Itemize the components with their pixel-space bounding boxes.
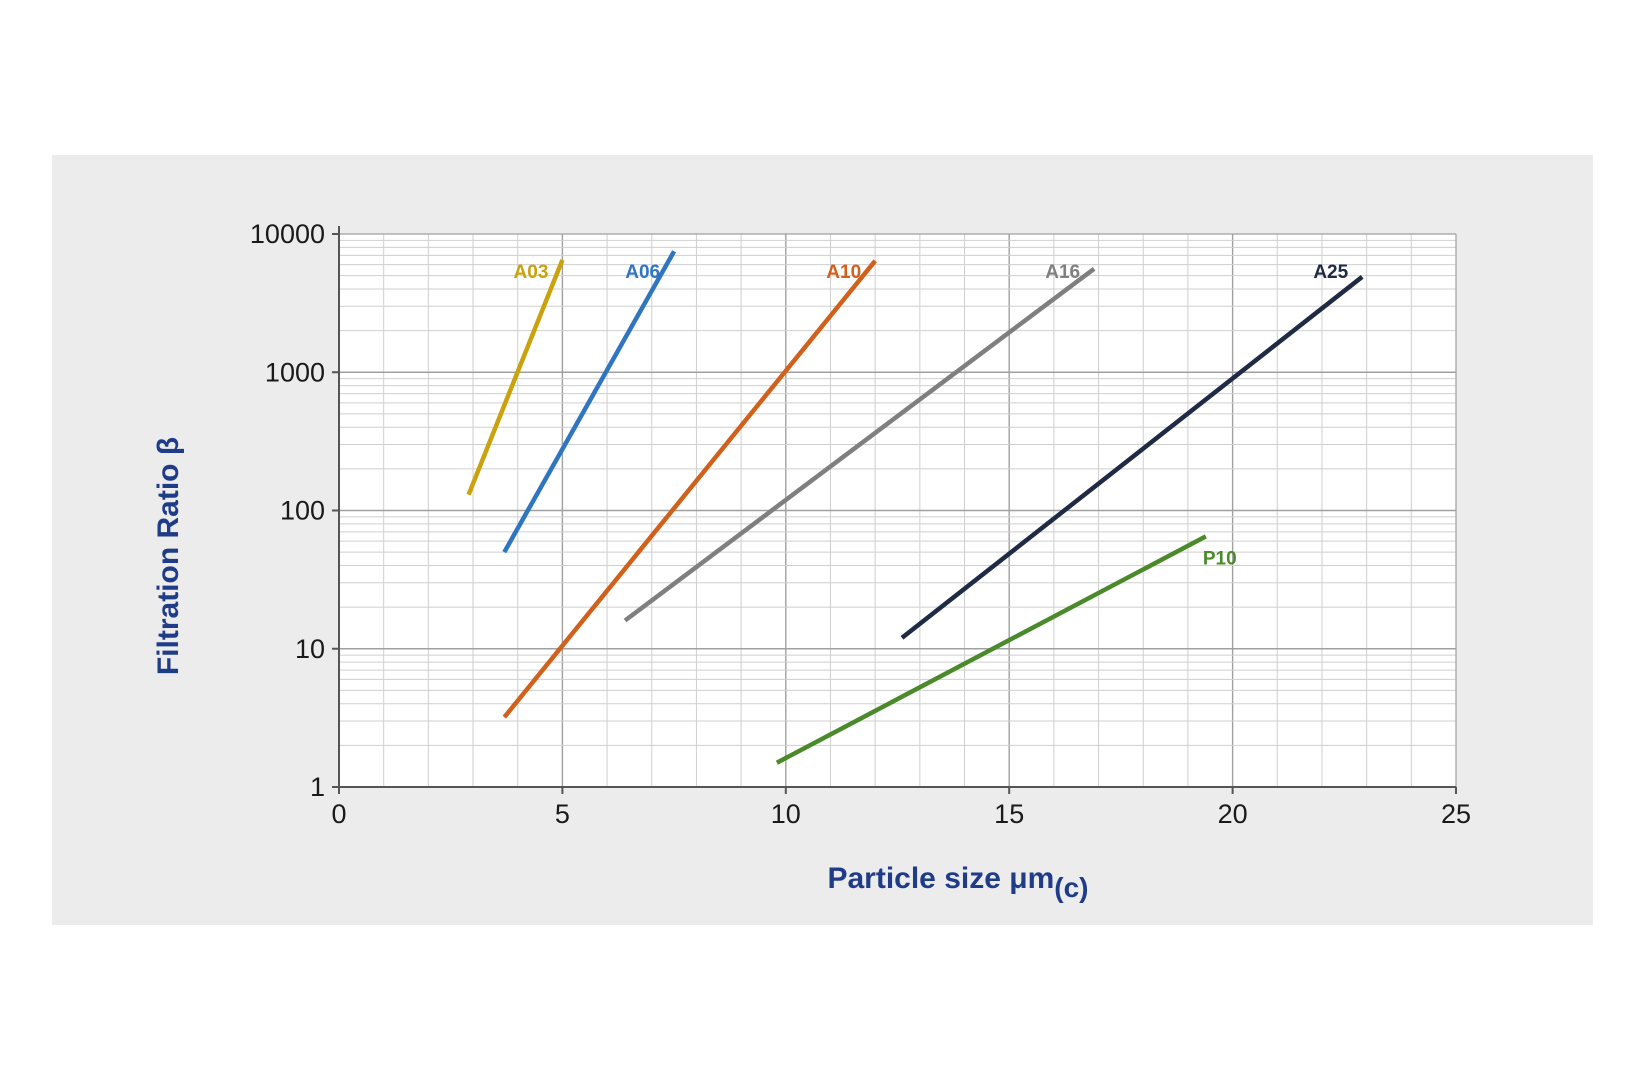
x-tick-label: 20 [1218, 799, 1248, 829]
series-label-a10: A10 [826, 262, 861, 283]
grid-lines [339, 233, 1457, 787]
series-lines [466, 250, 1364, 765]
series-line-p10 [775, 534, 1207, 765]
series-label-a16: A16 [1045, 262, 1080, 283]
series-label-p10: P10 [1203, 548, 1237, 569]
y-tick-label: 1000 [265, 357, 325, 387]
series-label-a06: A06 [625, 262, 660, 283]
x-tick-label: 10 [771, 799, 801, 829]
series-line-a06 [502, 250, 677, 554]
x-tick-label: 5 [555, 799, 570, 829]
x-tick-label: 15 [994, 799, 1024, 829]
y-tick-label: 100 [280, 496, 325, 526]
x-tick-label: 25 [1441, 799, 1471, 829]
x-tick-labels: 0 5 10 15 20 25 [331, 799, 1471, 829]
series-labels: A03 A06 A10 A16 A25 P10 [514, 262, 1349, 569]
y-tick-label: 10 [295, 634, 325, 664]
series-line-a16 [623, 266, 1096, 623]
series-line-a03 [466, 259, 565, 496]
x-tick-label: 0 [331, 799, 346, 829]
chart-panel: A03 A06 A10 A16 A25 P10 0 5 10 15 20 25 1 10 100 1000… [52, 155, 1593, 925]
y-tick-labels: 1 10 100 1000 10000 [250, 219, 325, 802]
series-line-a25 [900, 275, 1364, 640]
y-axis-title: Filtration Ratio β [152, 437, 185, 675]
series-label-a03: A03 [514, 262, 549, 283]
series-line-a10 [502, 259, 877, 719]
axes [332, 226, 1457, 794]
filtration-ratio-chart: A03 A06 A10 A16 A25 P10 0 5 10 15 20 25 1 10 100 1000… [152, 219, 1471, 903]
x-axis-title: Particle size μm(c) [827, 862, 1088, 903]
y-tick-label: 10000 [250, 219, 325, 249]
y-tick-label: 1 [310, 772, 325, 802]
series-label-a25: A25 [1313, 262, 1348, 283]
